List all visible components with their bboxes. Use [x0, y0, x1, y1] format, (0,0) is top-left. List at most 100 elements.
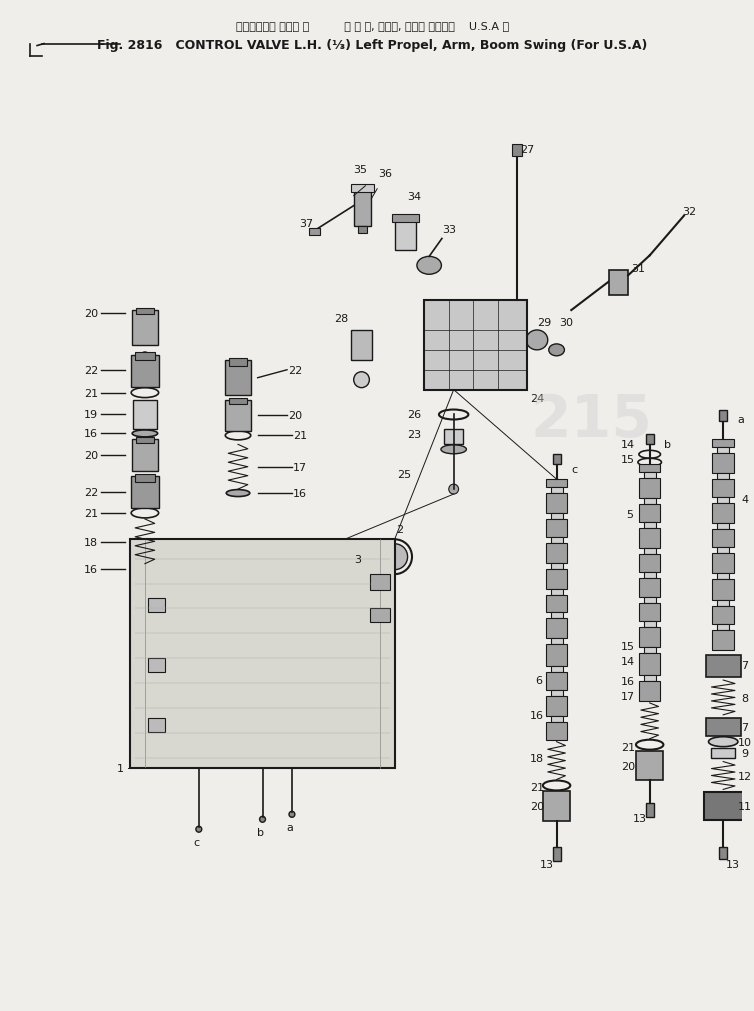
Circle shape [209, 678, 219, 688]
Circle shape [140, 353, 150, 362]
Circle shape [244, 677, 262, 696]
Circle shape [190, 709, 207, 727]
Bar [148, 599, 165, 613]
Bar [546, 493, 567, 514]
Bar [354, 187, 371, 226]
Ellipse shape [441, 446, 467, 454]
Bar [713, 530, 734, 547]
Bar [546, 479, 567, 487]
Bar [550, 613, 562, 619]
Text: 30: 30 [559, 317, 573, 328]
Text: 16: 16 [84, 429, 98, 439]
Bar [717, 625, 729, 631]
Circle shape [170, 674, 179, 682]
Bar [717, 573, 729, 579]
Circle shape [268, 639, 277, 648]
Circle shape [449, 484, 458, 494]
Text: 22: 22 [84, 365, 98, 375]
Bar [645, 804, 654, 818]
Text: 16: 16 [293, 488, 307, 498]
Bar [130, 539, 395, 767]
Bar [351, 331, 372, 361]
Circle shape [244, 562, 262, 580]
Text: 20: 20 [84, 308, 98, 318]
Bar [712, 748, 735, 758]
Circle shape [248, 681, 257, 691]
Bar [639, 529, 661, 548]
Bar [444, 430, 464, 445]
Circle shape [219, 564, 228, 574]
Bar [550, 691, 562, 697]
Circle shape [244, 607, 252, 615]
Bar [131, 477, 158, 509]
Text: 13: 13 [540, 859, 553, 869]
Circle shape [240, 603, 256, 619]
Bar [639, 681, 661, 702]
Circle shape [155, 709, 164, 717]
Text: 21: 21 [621, 742, 635, 752]
Text: c: c [194, 837, 200, 847]
Bar [351, 185, 374, 192]
Circle shape [233, 642, 243, 651]
Circle shape [167, 601, 182, 617]
Circle shape [204, 673, 223, 694]
Text: コントロール バルブ 左          左 走 行, アーム, ブーム スイング    U.S.A 向: コントロール バルブ 左 左 走 行, アーム, ブーム スイング U.S.A … [236, 20, 509, 30]
Text: 7: 7 [741, 660, 748, 670]
Bar [546, 569, 567, 589]
Bar [608, 271, 628, 296]
Bar [513, 145, 523, 157]
Text: 5: 5 [627, 510, 633, 520]
Circle shape [283, 676, 291, 684]
Bar [719, 847, 727, 859]
Circle shape [228, 637, 248, 656]
Text: 21: 21 [530, 783, 544, 793]
Bar [644, 523, 656, 529]
Text: 27: 27 [520, 145, 535, 155]
Text: 21: 21 [84, 388, 98, 398]
Text: a: a [737, 416, 744, 425]
Text: 2: 2 [396, 525, 403, 535]
Bar [639, 604, 661, 622]
Circle shape [277, 569, 287, 579]
Text: 16: 16 [621, 676, 635, 686]
Bar [713, 579, 734, 601]
Circle shape [213, 559, 233, 579]
Circle shape [273, 752, 281, 760]
Text: 17: 17 [293, 463, 307, 473]
Circle shape [302, 635, 311, 643]
Text: 215: 215 [530, 391, 652, 449]
Bar [132, 440, 158, 472]
Circle shape [155, 569, 174, 589]
Text: 3: 3 [354, 554, 361, 564]
Text: 15: 15 [621, 455, 635, 465]
Bar [639, 653, 661, 675]
Bar [713, 631, 734, 650]
Text: 21: 21 [293, 431, 307, 441]
Bar [148, 658, 165, 672]
Bar [543, 792, 570, 822]
Bar [392, 214, 419, 222]
Bar [713, 440, 734, 448]
Circle shape [185, 565, 203, 583]
Circle shape [190, 635, 207, 652]
Text: 17: 17 [621, 692, 635, 702]
Bar [395, 216, 416, 251]
Bar [550, 716, 562, 722]
Text: 21: 21 [84, 509, 98, 519]
Text: 35: 35 [354, 165, 367, 175]
Text: 9: 9 [741, 748, 748, 758]
Bar [636, 751, 664, 780]
Circle shape [152, 706, 167, 721]
Text: 15: 15 [621, 642, 635, 651]
Circle shape [160, 574, 170, 584]
Bar [713, 454, 734, 474]
Text: 18: 18 [530, 753, 544, 763]
Text: 28: 28 [334, 313, 348, 324]
Circle shape [304, 595, 320, 612]
Bar [308, 228, 320, 237]
Bar [706, 718, 741, 736]
Bar [639, 578, 661, 598]
Circle shape [189, 569, 198, 578]
Circle shape [273, 598, 291, 616]
Bar [370, 574, 390, 590]
